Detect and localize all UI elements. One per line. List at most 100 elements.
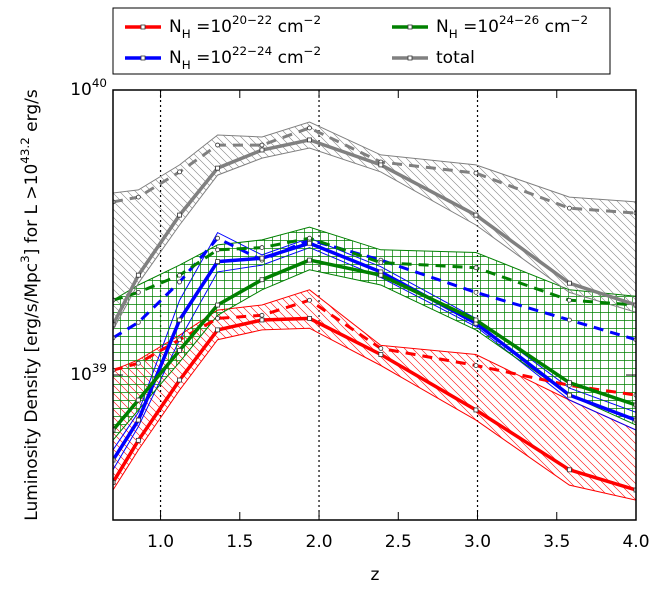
dashed-marker — [307, 297, 312, 303]
plot-area — [113, 90, 636, 520]
line-marker — [307, 257, 312, 263]
dashed-line — [113, 236, 636, 342]
x-tick-label: 1.0 — [147, 532, 174, 552]
y-axis-label: Luminosity Density [erg/s/Mpc3] for L >1… — [18, 89, 43, 521]
dashed-marker — [567, 205, 572, 211]
line-marker — [113, 322, 116, 328]
legend-label: NH =1024−26 cm−2 — [436, 13, 588, 41]
dashed-marker — [473, 265, 479, 271]
line-marker — [633, 302, 636, 308]
line-marker — [215, 302, 221, 308]
plot-frame — [112, 89, 637, 521]
dashed-marker — [215, 316, 221, 321]
line-marker — [215, 165, 221, 171]
line-marker — [307, 240, 312, 246]
solid-line — [113, 258, 636, 432]
line-marker — [633, 487, 636, 493]
line-marker — [378, 272, 384, 278]
legend-marker — [407, 55, 413, 61]
legend-marker — [140, 55, 146, 61]
dashed-marker — [259, 142, 265, 148]
dashed-marker — [177, 272, 182, 278]
line-marker — [259, 255, 265, 261]
band-upper — [113, 226, 636, 301]
line-marker — [259, 147, 265, 153]
line-marker — [177, 377, 182, 383]
x-tick-label: 3.5 — [543, 532, 570, 552]
line-marker — [473, 407, 479, 413]
solid-line — [113, 138, 636, 326]
line-marker — [307, 137, 312, 143]
legend-label: NH =1022−24 cm−2 — [169, 44, 321, 72]
x-tick-label: 1.5 — [226, 532, 253, 552]
line-marker — [567, 467, 572, 473]
line-marker — [215, 259, 221, 265]
line-marker — [633, 417, 636, 423]
dashed-marker — [307, 235, 312, 241]
line-marker — [135, 397, 141, 403]
dashed-marker — [259, 312, 265, 318]
dashed-line — [113, 236, 636, 307]
dashed-marker — [259, 245, 265, 250]
line-marker — [113, 480, 116, 485]
dashed-marker — [215, 142, 221, 148]
dashed-marker — [567, 297, 572, 303]
line-marker — [177, 317, 182, 323]
dashed-line — [113, 298, 636, 397]
line-marker — [113, 427, 116, 433]
dashed-line — [113, 126, 636, 215]
line-marker — [177, 212, 182, 218]
band-fill — [113, 289, 636, 501]
dashed-marker — [567, 317, 572, 323]
y-tick-label: 1039 — [70, 361, 107, 386]
dashed-marker — [215, 235, 221, 241]
line-marker — [567, 280, 572, 286]
legend-label: total — [436, 48, 475, 68]
band-lower — [113, 147, 636, 331]
line-marker — [633, 402, 636, 408]
dashed-marker — [177, 337, 182, 343]
band-fill — [113, 227, 636, 441]
line-marker — [259, 317, 265, 323]
line-marker — [215, 327, 221, 333]
line-marker — [378, 352, 384, 357]
y-tick-label: 1040 — [70, 76, 107, 101]
dashed-marker — [135, 289, 141, 295]
x-tick-label: 3.0 — [464, 532, 491, 552]
line-marker — [259, 277, 265, 283]
dashed-marker — [378, 345, 384, 351]
line-marker — [135, 437, 141, 443]
line-marker — [567, 392, 572, 398]
x-tick-label: 2.0 — [306, 532, 333, 552]
legend-label: NH =1020−22 cm−2 — [169, 13, 321, 41]
line-marker — [135, 417, 141, 423]
line-marker — [135, 272, 141, 278]
dashed-marker — [473, 289, 479, 295]
band-lower — [113, 269, 636, 441]
x-tick-label: 4.0 — [622, 532, 649, 552]
x-axis-label: z — [371, 565, 380, 585]
solid-line — [113, 316, 636, 492]
dashed-marker — [177, 169, 182, 175]
dashed-marker — [473, 170, 479, 176]
dashed-marker — [307, 125, 312, 131]
x-tick-label: 2.5 — [385, 532, 412, 552]
line-marker — [177, 348, 182, 353]
line-marker — [113, 457, 116, 463]
band-lower — [113, 327, 636, 501]
line-marker — [378, 162, 384, 168]
solid-line — [113, 241, 636, 462]
dashed-marker — [135, 360, 141, 366]
line-marker — [473, 317, 479, 323]
band-upper — [113, 121, 636, 203]
dashed-marker — [378, 260, 384, 265]
dashed-marker — [135, 319, 141, 325]
dashed-marker — [215, 247, 221, 253]
line-marker — [567, 380, 572, 386]
dashed-marker — [135, 194, 141, 200]
line-marker — [307, 316, 312, 321]
legend-marker — [140, 24, 146, 30]
line-marker — [473, 212, 479, 218]
